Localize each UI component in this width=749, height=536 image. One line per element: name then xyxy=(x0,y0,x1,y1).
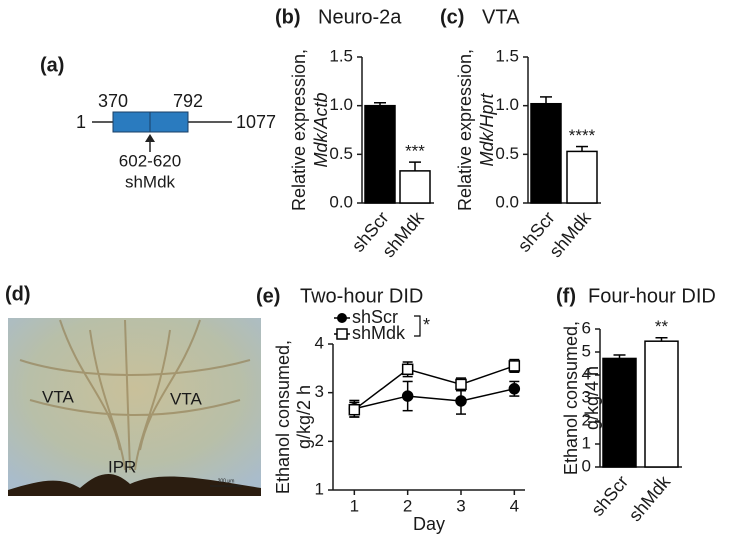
marker xyxy=(455,395,467,407)
legend-bracket xyxy=(414,315,421,337)
y-axis-label: Mdk/Actb xyxy=(311,92,331,167)
x-tick-label: 2 xyxy=(403,496,412,515)
marker xyxy=(348,403,361,416)
significance: ** xyxy=(655,317,669,336)
y-tick-label: 2 xyxy=(582,410,591,429)
panel-label: (d) xyxy=(5,283,31,305)
tissue-image xyxy=(8,318,261,496)
marker xyxy=(401,363,414,376)
chart-title: VTA xyxy=(482,6,520,28)
legend-marker xyxy=(337,313,347,323)
panel-label: (b) xyxy=(275,6,301,28)
y-tick-label: 0.0 xyxy=(495,192,519,211)
panel-label: (e) xyxy=(256,285,280,307)
diagram: (a) 1 1077 370 792 602-620 shMdk xyxy=(40,54,276,191)
marker xyxy=(508,383,521,395)
y-axis-label: Ethanol consumed, xyxy=(561,321,581,475)
legend-marker xyxy=(336,328,348,340)
y-axis-label: Relative expression, xyxy=(455,49,475,211)
significance: *** xyxy=(405,142,425,161)
panel-label: (a) xyxy=(40,54,64,76)
bar xyxy=(602,357,637,468)
marker xyxy=(508,360,521,372)
y-tick-label: 1.0 xyxy=(495,95,519,114)
end-label: 1077 xyxy=(236,112,276,132)
x-tick-label: shMdk xyxy=(625,471,675,525)
shrna-label: shMdk xyxy=(125,172,176,191)
y-tick-label: 6 xyxy=(582,318,591,337)
series-line xyxy=(353,365,515,411)
bar xyxy=(644,340,679,468)
y-tick-label: 0 xyxy=(582,456,591,475)
right-label: 792 xyxy=(173,91,203,111)
start-label: 1 xyxy=(76,112,86,132)
legend-label: shMdk xyxy=(352,323,406,343)
panel-label: (f) xyxy=(556,285,576,307)
micrograph: (d) VTA VTA IPR 200 μm xyxy=(5,283,261,496)
y-tick-label: 1.5 xyxy=(495,46,519,65)
y-axis-label: Relative expression, xyxy=(289,49,309,211)
y-tick-label: 1 xyxy=(315,479,324,498)
series-line xyxy=(354,388,515,410)
y-tick-label: 1.0 xyxy=(329,95,353,114)
chart-title: Neuro-2a xyxy=(318,6,402,28)
y-tick-label: 2 xyxy=(315,431,324,450)
bar xyxy=(566,150,598,204)
x-tick-label: 3 xyxy=(456,496,465,515)
y-axis-label: g/kg/2 h xyxy=(294,385,314,449)
significance: * xyxy=(423,315,430,335)
y-axis-label: g/kg/4 h xyxy=(582,366,602,430)
left-label: 370 xyxy=(98,91,128,111)
y-tick-label: 0.0 xyxy=(329,192,353,211)
arrow-head xyxy=(145,134,155,142)
chart-panel: (e) Two-hour DID Ethanol consumed, g/kg/2 h… xyxy=(256,285,525,534)
region-label: IPR xyxy=(108,457,136,476)
region-label: VTA xyxy=(170,389,202,408)
y-tick-label: 4 xyxy=(582,364,591,383)
marker xyxy=(401,390,414,402)
y-tick-label: 3 xyxy=(582,387,591,406)
y-tick-label: 0.5 xyxy=(329,144,353,163)
chart-title: Two-hour DID xyxy=(300,285,423,307)
significance: **** xyxy=(569,126,596,145)
x-tick-label: 1 xyxy=(350,496,359,515)
chart-panel: (c) VTA Relative expression, Mdk/Hprt 0.0 0.5… xyxy=(440,6,601,261)
site-label: 602-620 xyxy=(119,151,181,170)
y-tick-label: 5 xyxy=(582,341,591,360)
bar xyxy=(364,104,396,204)
x-tick-label: shMdk xyxy=(545,207,595,261)
x-axis-label: Day xyxy=(413,514,445,534)
panel-label: (c) xyxy=(440,6,464,28)
y-tick-label: 1 xyxy=(582,433,591,452)
bar xyxy=(399,170,431,204)
chart-panel: (f) Four-hour DID Ethanol consumed, g/kg/4 … xyxy=(556,285,716,525)
y-axis-label: Mdk/Hprt xyxy=(477,92,497,166)
marker xyxy=(455,378,467,391)
ventral-edge xyxy=(8,473,261,496)
chart-title: Four-hour DID xyxy=(588,285,716,307)
y-axis-label: Ethanol consumed, xyxy=(273,340,293,494)
scale-label: 200 μm xyxy=(218,478,235,484)
y-tick-label: 1.5 xyxy=(329,46,353,65)
bar xyxy=(530,102,562,204)
x-tick-label: 4 xyxy=(510,496,519,515)
fiber-texture xyxy=(19,319,251,471)
y-tick-label: 0.5 xyxy=(495,144,519,163)
region-label: VTA xyxy=(42,387,74,406)
legend-label: shScr xyxy=(352,307,398,327)
y-tick-label: 4 xyxy=(315,333,324,352)
y-tick-label: 3 xyxy=(315,382,324,401)
